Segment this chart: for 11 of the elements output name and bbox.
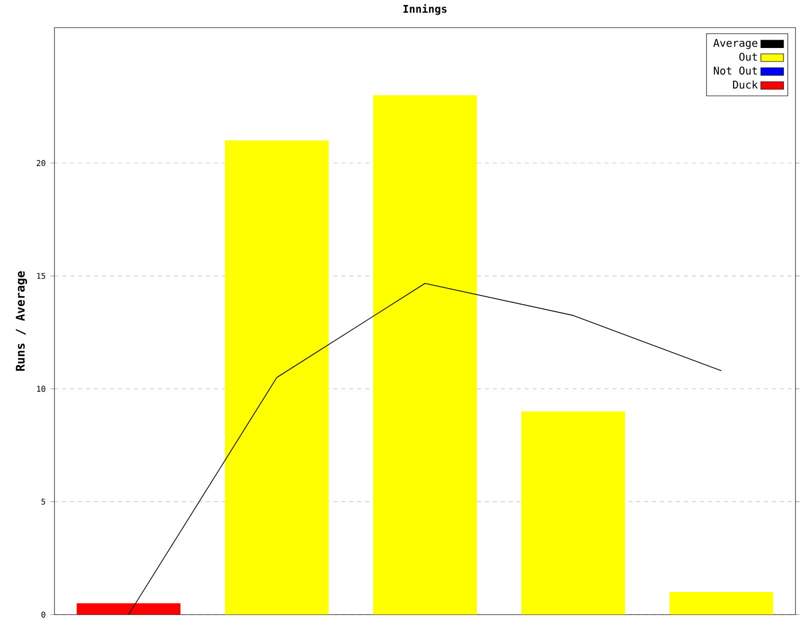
legend-label: Duck xyxy=(733,80,758,89)
y-axis-title: Runs / Average xyxy=(16,271,28,371)
bar xyxy=(76,603,180,615)
chart-title: Innings xyxy=(403,4,447,15)
bar xyxy=(373,95,477,615)
bar xyxy=(224,140,329,615)
legend-label: Not Out xyxy=(714,66,757,75)
legend-label: Average xyxy=(713,39,758,50)
bar xyxy=(521,411,626,615)
legend-label: Out xyxy=(739,52,757,61)
bar xyxy=(670,592,774,615)
